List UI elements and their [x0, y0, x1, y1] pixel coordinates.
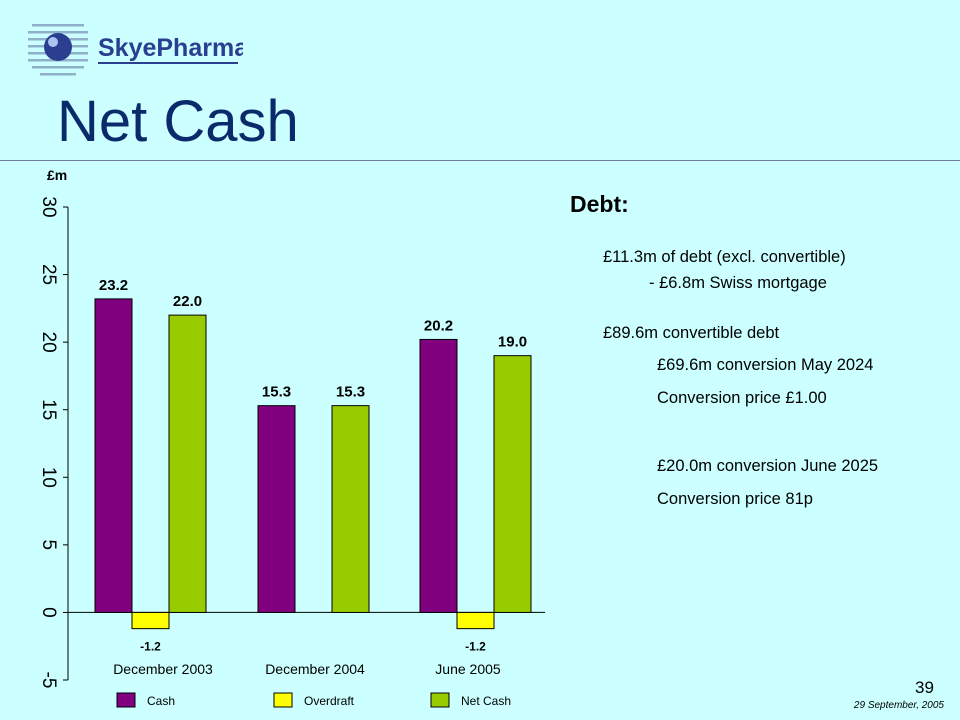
data-label: 15.3: [262, 384, 291, 401]
data-label: 19.0: [498, 334, 527, 351]
legend-swatch: [116, 692, 136, 708]
debt-line: - £6.8m Swiss mortgage: [649, 274, 827, 292]
legend-label: Overdraft: [304, 694, 355, 708]
page-number: 39: [915, 678, 934, 697]
footer-date: 29 September, 2005: [853, 700, 944, 711]
y-tick-label: -5: [38, 672, 59, 689]
bar-net-cash: [493, 355, 532, 613]
legend-label: Cash: [147, 694, 175, 708]
category-label: June 2005: [435, 661, 501, 677]
bar-net-cash: [168, 314, 207, 613]
logo-text: SkyePharma: [98, 34, 243, 62]
unit-label: £m: [47, 167, 68, 183]
debt-line: £11.3m of debt (excl. convertible): [603, 248, 846, 266]
bar-net-cash: [331, 405, 370, 613]
y-tick-label: 15: [38, 399, 59, 420]
debt-line: £69.6m conversion May 2024: [657, 356, 874, 374]
page-title: Net Cash: [57, 89, 299, 154]
bar-cash: [94, 298, 133, 613]
legend-swatch: [273, 692, 293, 708]
company-logo: SkyePharma: [28, 24, 243, 76]
debt-heading: Debt:: [570, 191, 629, 217]
bar-cash: [419, 338, 458, 613]
title-divider: [0, 160, 960, 161]
category-label: December 2004: [265, 661, 365, 677]
y-tick-label: 10: [38, 467, 59, 488]
data-label: -1.2: [465, 640, 486, 654]
debt-line: £89.6m convertible debt: [603, 324, 780, 342]
bar-cash: [257, 405, 296, 613]
y-tick-label: 30: [38, 196, 59, 217]
y-tick-label: 5: [38, 540, 59, 551]
legend-swatch: [430, 692, 450, 708]
data-label: 15.3: [336, 384, 365, 401]
y-tick-label: 25: [38, 264, 59, 285]
legend-label: Net Cash: [461, 694, 511, 708]
net-cash-chart: -5 0 5 10 15 20 25 30 23.2 -1.2 22.0 December 2003 1…: [38, 196, 545, 708]
bar-overdraft: [456, 611, 495, 630]
category-label: December 2003: [113, 661, 213, 677]
debt-line: Conversion price £1.00: [657, 389, 827, 407]
globe-icon: [28, 24, 88, 76]
data-label: 23.2: [99, 277, 128, 294]
data-label: -1.2: [140, 640, 161, 654]
y-tick-label: 0: [38, 607, 59, 618]
bar-overdraft: [131, 611, 170, 630]
debt-line: Conversion price 81p: [657, 490, 813, 508]
debt-line: £20.0m conversion June 2025: [657, 457, 879, 475]
y-tick-label: 20: [38, 332, 59, 353]
data-label: 22.0: [173, 293, 202, 310]
data-label: 20.2: [424, 317, 453, 334]
